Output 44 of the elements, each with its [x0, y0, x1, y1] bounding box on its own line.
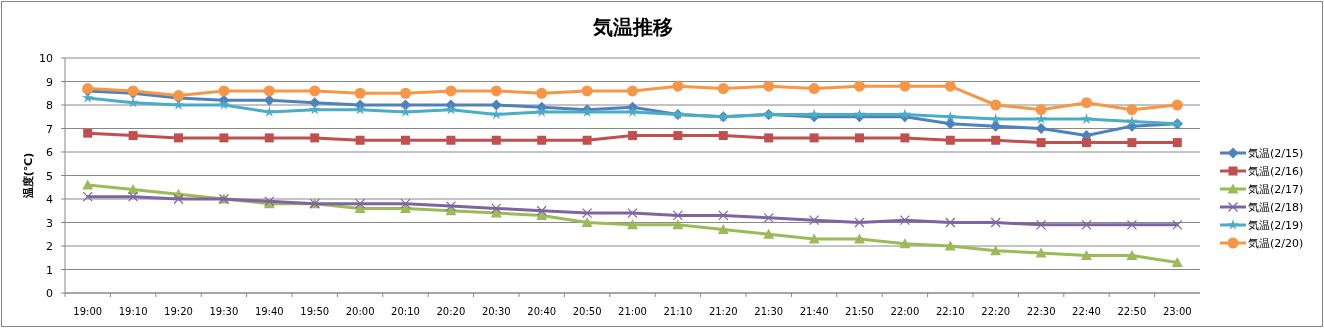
x-tick-label: 22:30: [1026, 306, 1056, 317]
x-tick-label: 22:00: [890, 306, 920, 317]
x-tick-label: 21:10: [663, 306, 693, 317]
x-tick-label: 20:10: [391, 306, 420, 317]
legend-label: 気温(2/18): [1248, 201, 1304, 214]
y-tick-label: 3: [46, 216, 53, 230]
y-tick-label: 6: [46, 146, 53, 159]
legend-label: 気温(2/15): [1248, 147, 1304, 160]
x-tick-label: 23:00: [1162, 306, 1192, 317]
x-tick-label: 19:00: [73, 306, 103, 317]
y-tick-label: 10: [39, 52, 53, 65]
x-tick-label: 22:10: [935, 306, 965, 317]
chart-title: 気温推移: [591, 15, 673, 39]
x-tick-label: 19:10: [118, 306, 148, 317]
x-tick-label: 19:40: [254, 306, 284, 317]
legend-label: 気温(2/17): [1248, 183, 1304, 196]
x-tick-label: 20:50: [572, 306, 602, 317]
x-tick-label: 19:50: [300, 306, 330, 317]
x-tick-label: 21:00: [618, 306, 647, 317]
y-tick-label: 8: [46, 99, 53, 112]
x-tick-label: 19:20: [164, 306, 193, 317]
y-tick-label: 1: [46, 263, 53, 277]
legend-label: 気温(2/16): [1248, 165, 1304, 178]
y-axis-title: 温度(℃): [22, 152, 35, 200]
x-tick-label: 20:00: [345, 306, 375, 317]
y-tick-label: 9: [46, 75, 53, 89]
x-tick-label: 21:30: [754, 306, 784, 317]
x-tick-label: 20:40: [527, 306, 557, 317]
x-tick-label: 20:30: [481, 306, 511, 317]
y-tick-label: 4: [46, 193, 53, 206]
y-tick-label: 5: [46, 169, 53, 183]
x-tick-label: 21:40: [799, 306, 829, 317]
x-tick-label: 22:20: [981, 306, 1011, 317]
x-tick-label: 19:30: [209, 306, 239, 317]
x-tick-label: 21:20: [708, 306, 738, 317]
y-tick-label: 7: [46, 122, 53, 136]
x-tick-label: 21:50: [845, 306, 874, 317]
x-tick-label: 22:40: [1072, 306, 1101, 317]
x-tick-label: 20:20: [436, 306, 466, 317]
y-tick-label: 0: [46, 287, 53, 300]
x-tick-label: 22:50: [1117, 306, 1147, 317]
legend-label: 気温(2/20): [1248, 237, 1304, 250]
y-tick-label: 2: [46, 240, 53, 253]
legend-label: 気温(2/19): [1248, 219, 1304, 232]
